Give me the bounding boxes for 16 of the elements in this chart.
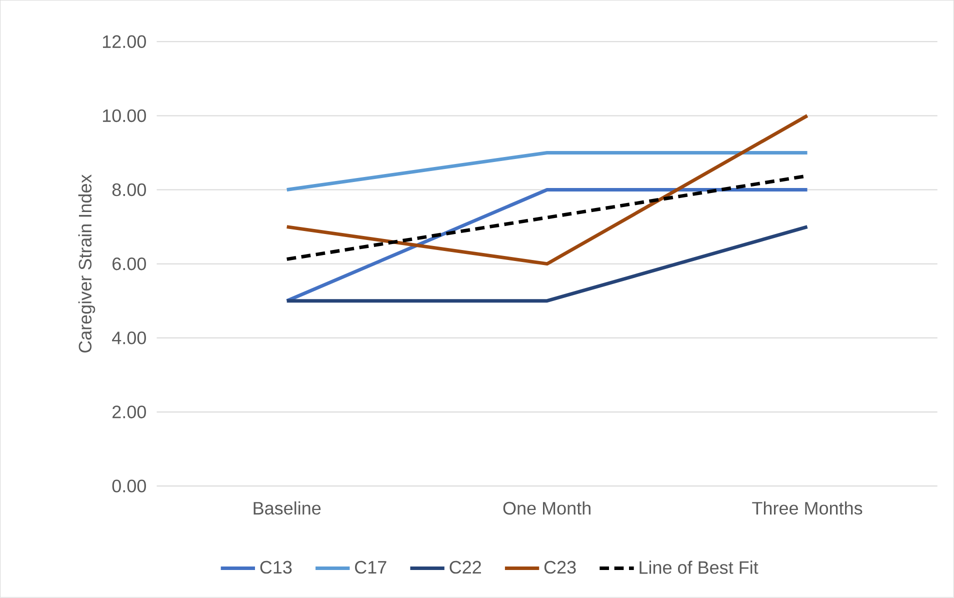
legend-label: C23	[544, 561, 576, 574]
y-tick-label: 4.00	[112, 332, 146, 344]
y-axis-title: Caregiver Strain Index	[78, 174, 96, 353]
legend-label: C13	[260, 561, 292, 574]
legend-label: Line of Best Fit	[640, 560, 758, 574]
x-tick-label: Baseline	[254, 502, 321, 515]
x-tick-label: One Month	[503, 502, 590, 515]
y-tick-label: 8.00	[112, 184, 146, 196]
x-tick-label: Three Months	[752, 502, 862, 515]
legend-label: C22	[450, 561, 481, 574]
y-tick-label: 10.00	[102, 109, 146, 122]
y-tick-label: 2.00	[112, 406, 146, 418]
legend-label: C17	[355, 561, 386, 574]
y-tick-label: 6.00	[112, 258, 146, 270]
y-tick-label: 12.00	[102, 35, 146, 48]
y-tick-label: 0.00	[112, 480, 146, 493]
